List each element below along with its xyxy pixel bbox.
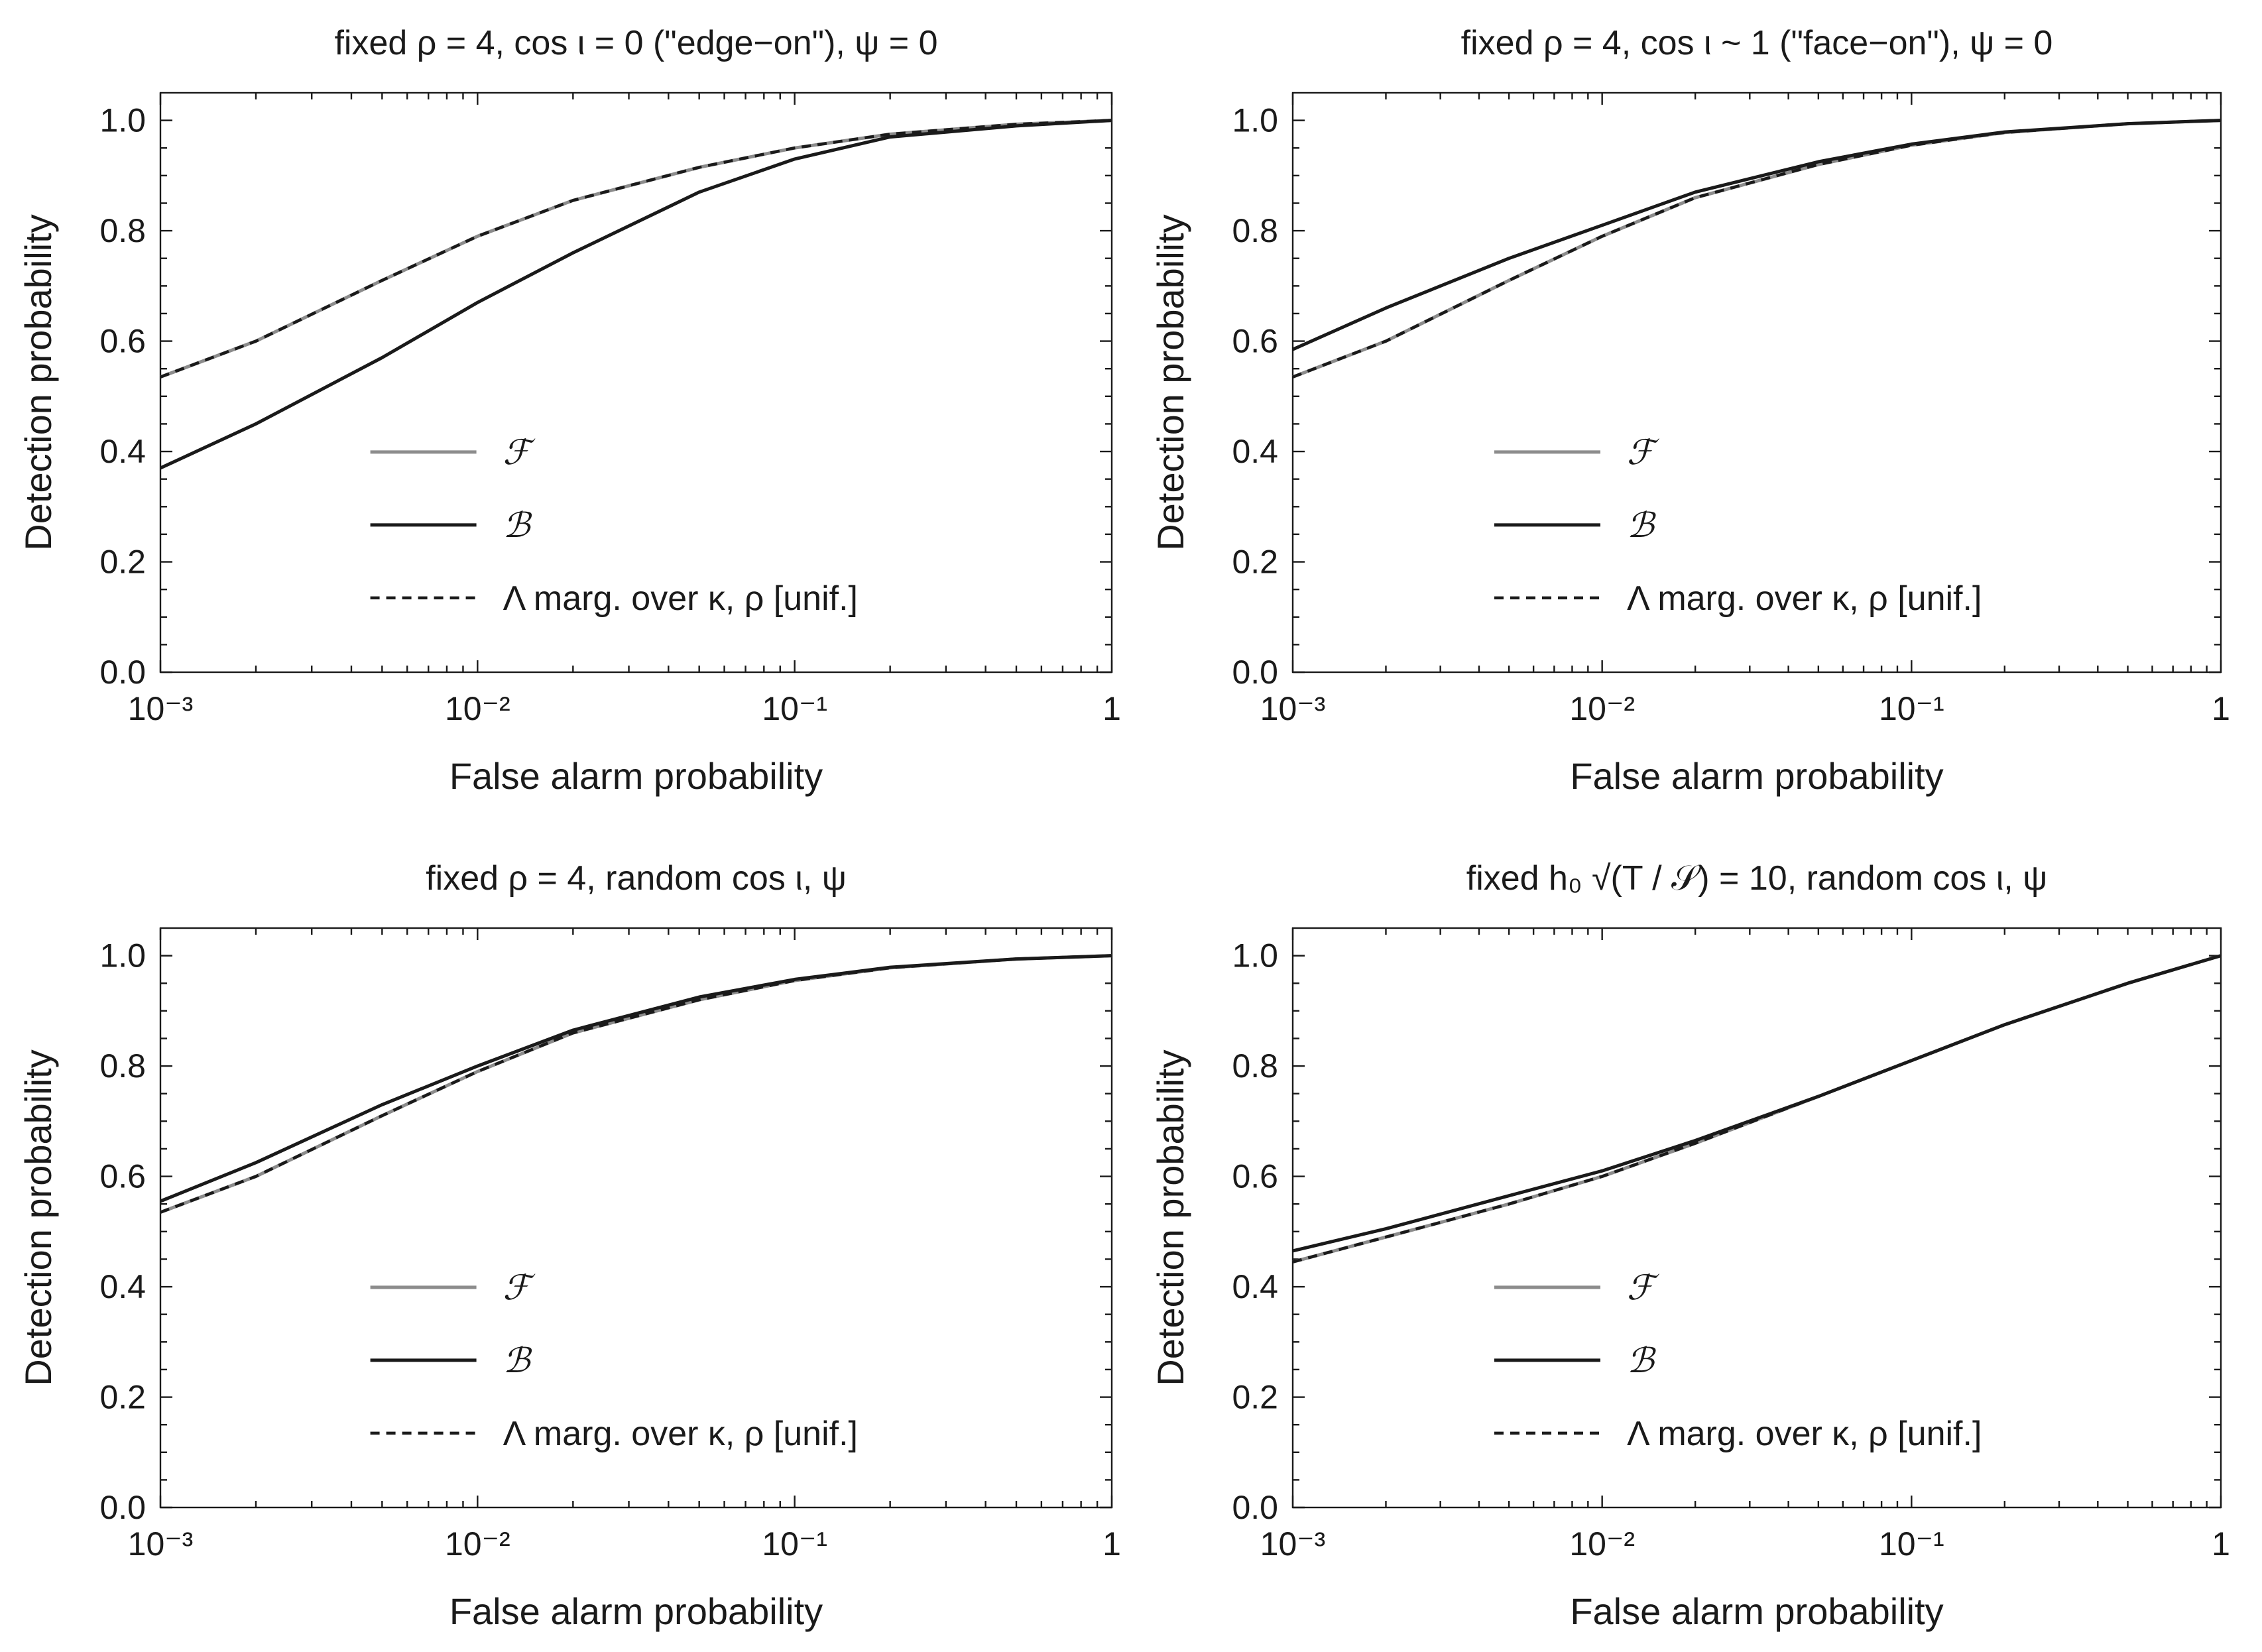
x-tick-label: 1	[2212, 1525, 2230, 1563]
legend-label: ℬ	[1627, 1341, 1656, 1381]
y-tick-label: 0.6	[1232, 1158, 1278, 1195]
x-tick-label: 10⁻²	[1569, 1525, 1635, 1563]
y-tick-label: 0.8	[99, 212, 146, 249]
y-tick-label: 0.2	[1232, 1379, 1278, 1416]
legend-entry: ℬ	[1494, 1341, 1656, 1381]
legend-entry: ℬ	[1494, 506, 1656, 546]
chart-title: fixed ρ = 4, cos ι ~ 1 ("face−on"), ψ = …	[1461, 24, 2053, 62]
x-tick-label: 10⁻¹	[1879, 1525, 1944, 1563]
x-axis-label: False alarm probability	[1570, 1590, 1943, 1632]
x-tick-label: 1	[2212, 690, 2230, 727]
series-Lambda-line	[1292, 119, 2222, 379]
legend-entry: ℱ	[1494, 433, 1659, 473]
y-tick-label: 0.8	[99, 1047, 146, 1085]
series-F-line	[160, 954, 1112, 1214]
y-tick-label: 1.0	[99, 102, 146, 139]
chart-title: fixed ρ = 4, cos ι = 0 ("edge−on"), ψ = …	[334, 24, 937, 62]
y-axis-label: Detection probability	[17, 1049, 59, 1386]
x-tick-label: 10⁻³	[128, 1525, 194, 1563]
series-Lambda-line	[160, 119, 1112, 379]
legend-entry: ℱ	[370, 1268, 536, 1308]
y-tick-label: 0.2	[99, 544, 146, 581]
series-B-line	[1291, 119, 2222, 351]
x-tick-label: 10⁻²	[445, 1525, 510, 1563]
y-axis-label: Detection probability	[17, 214, 59, 550]
x-axis-label: False alarm probability	[449, 755, 823, 797]
legend-entry: Λ marg. over κ, ρ [unif.]	[370, 579, 858, 618]
y-tick-label: 0.2	[99, 1379, 146, 1416]
plot-frame	[159, 927, 1113, 1509]
legend: ℱℬ Λ marg. over κ, ρ [unif.]	[1494, 433, 1982, 618]
legend: ℱℬ Λ marg. over κ, ρ [unif.]	[370, 1268, 858, 1453]
legend-entry: Λ marg. over κ, ρ [unif.]	[370, 1415, 858, 1453]
legend-label: ℬ	[1627, 506, 1656, 546]
legend-entry: Λ marg. over κ, ρ [unif.]	[1494, 579, 1982, 618]
series-F-line	[160, 119, 1112, 379]
x-axis-label: False alarm probability	[449, 1590, 823, 1632]
legend-label: ℬ	[503, 506, 532, 546]
plot-frame	[1291, 91, 2222, 674]
y-axis-label: Detection probability	[1150, 214, 1191, 550]
series-F-line	[1292, 119, 2222, 379]
legend-label: ℱ	[1627, 433, 1659, 473]
chart-title: fixed h₀ √(T / 𝒮) = 10, random cos ι, ψ	[1466, 859, 2047, 898]
y-tick-label: 0.0	[99, 1489, 146, 1526]
legend-entry: ℱ	[1494, 1268, 1659, 1308]
x-tick-label: 1	[1102, 1525, 1121, 1563]
x-tick-label: 1	[1102, 690, 1121, 727]
x-tick-label: 10⁻¹	[762, 690, 827, 727]
plot-frame	[159, 91, 1113, 674]
legend-entry: ℱ	[370, 433, 536, 473]
panel-fixed-h0: fixed h₀ √(T / 𝒮) = 10, random cos ι, ψ 1…	[1150, 859, 2230, 1632]
y-tick-label: 0.4	[1232, 1268, 1278, 1305]
legend-label: Λ marg. over κ, ρ [unif.]	[503, 579, 858, 618]
legend-entry: Λ marg. over κ, ρ [unif.]	[1494, 1415, 1982, 1453]
x-tick-label: 10⁻³	[1260, 1525, 1326, 1563]
x-tick-label: 10⁻¹	[762, 1525, 827, 1563]
legend-label: ℱ	[1627, 1268, 1659, 1308]
y-tick-label: 0.8	[1232, 1047, 1278, 1085]
series-Lambda-line	[1292, 954, 2222, 1264]
y-tick-label: 0.0	[1232, 654, 1278, 691]
x-axis-label: False alarm probability	[1570, 755, 1943, 797]
series-B-line	[160, 954, 1112, 1203]
legend-entry: ℬ	[370, 506, 532, 546]
legend: ℱℬ Λ marg. over κ, ρ [unif.]	[370, 433, 858, 618]
legend-label: Λ marg. over κ, ρ [unif.]	[503, 1415, 858, 1453]
y-axis-label: Detection probability	[1150, 1049, 1191, 1386]
panel-face-on: fixed ρ = 4, cos ι ~ 1 ("face−on"), ψ = …	[1150, 24, 2230, 797]
x-tick-label: 10⁻²	[1569, 690, 1635, 727]
legend-entry: ℬ	[370, 1341, 532, 1381]
series-B-line	[159, 119, 1112, 470]
y-tick-label: 0.0	[1232, 1489, 1278, 1526]
legend-label: Λ marg. over κ, ρ [unif.]	[1627, 579, 1982, 618]
x-tick-label: 10⁻³	[128, 690, 194, 727]
chart-title: fixed ρ = 4, random cos ι, ψ	[426, 859, 847, 898]
y-tick-label: 0.0	[99, 654, 146, 691]
plot-frame	[1291, 927, 2222, 1509]
y-tick-label: 0.4	[1232, 433, 1278, 470]
legend-label: ℱ	[503, 1268, 536, 1308]
y-tick-label: 0.2	[1232, 544, 1278, 581]
x-tick-label: 10⁻²	[445, 690, 510, 727]
y-tick-label: 1.0	[1232, 937, 1278, 974]
y-tick-label: 1.0	[99, 937, 146, 974]
panel-edge-on: fixed ρ = 4, cos ι = 0 ("edge−on"), ψ = …	[17, 24, 1121, 797]
panel-random-rho: fixed ρ = 4, random cos ι, ψ 10⁻³ 10⁻² 10⁻¹…	[17, 859, 1121, 1632]
legend-label: Λ marg. over κ, ρ [unif.]	[1627, 1415, 1982, 1453]
x-tick-label: 10⁻³	[1260, 690, 1326, 727]
series-Lambda-line	[160, 954, 1112, 1214]
legend-label: ℬ	[503, 1341, 532, 1381]
y-tick-label: 0.4	[99, 1268, 146, 1305]
y-tick-label: 1.0	[1232, 102, 1278, 139]
x-tick-label: 10⁻¹	[1879, 690, 1944, 727]
y-tick-label: 0.6	[99, 1158, 146, 1195]
y-tick-label: 0.4	[99, 433, 146, 470]
legend-label: ℱ	[503, 433, 536, 473]
legend: ℱℬ Λ marg. over κ, ρ [unif.]	[1494, 1268, 1982, 1453]
y-tick-label: 0.6	[1232, 323, 1278, 360]
y-tick-label: 0.8	[1232, 212, 1278, 249]
y-tick-label: 0.6	[99, 323, 146, 360]
